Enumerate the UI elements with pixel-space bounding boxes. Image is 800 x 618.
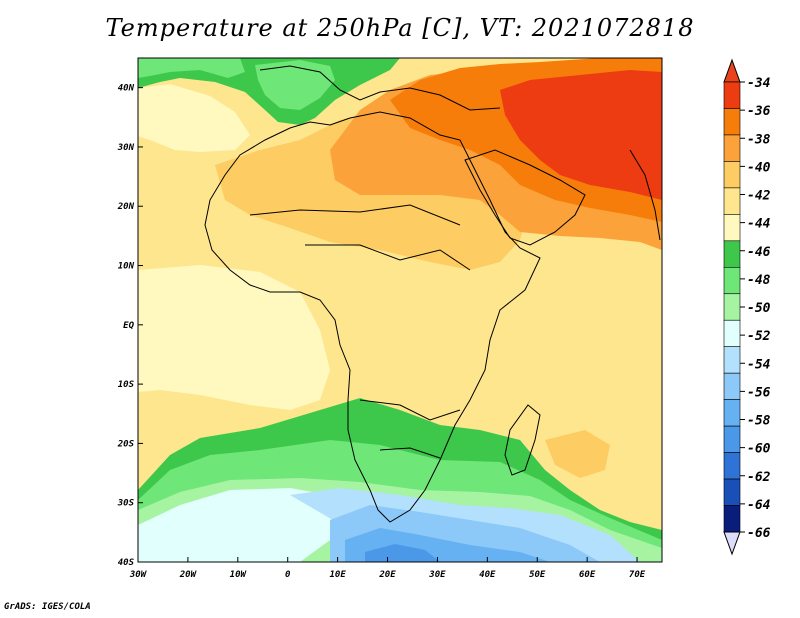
colorbar-swatch — [723, 81, 741, 109]
y-tick-label: 20S — [117, 439, 135, 449]
y-tick-label: EQ — [123, 321, 134, 331]
x-axis: 30W 20W 10W 0 10E 20E 30E 40E 50E 60E 70E — [129, 557, 646, 580]
colorbar-label: -38 — [747, 132, 771, 147]
colorbar-label: -52 — [747, 329, 771, 344]
field-band-minus-44-west — [138, 84, 250, 152]
colorbar-swatch — [723, 319, 741, 348]
y-axis: 40N 30N 20N 10N EQ 10S 20S 30S 40S — [117, 84, 143, 568]
field-band-minus-52 — [138, 488, 350, 562]
colorbar-swatch — [723, 478, 741, 506]
field-band-minus-60 — [365, 544, 440, 562]
coastlines — [204, 65, 661, 523]
field-band-minus-42-southeast — [545, 430, 610, 478]
colorbar-swatch — [723, 399, 741, 427]
colorbar-label: -58 — [747, 414, 771, 429]
y-tick-label: 40S — [118, 558, 135, 568]
central-border — [305, 244, 471, 271]
x-tick-label: 30E — [428, 570, 446, 580]
colorbar-label: -60 — [747, 442, 771, 457]
grads-credit: GrADS: IGES/COLA — [4, 602, 91, 612]
colorbar-label: -50 — [747, 301, 771, 316]
field-band-minus-48-north — [138, 58, 245, 78]
x-tick-label: 20E — [378, 570, 396, 580]
africa-coastline — [204, 111, 541, 523]
colorbar-swatch — [723, 293, 741, 321]
x-tick-label: 60E — [579, 570, 596, 580]
colorbar-swatch — [723, 240, 741, 268]
colorbar-label: -46 — [747, 245, 771, 260]
y-tick-label: 40N — [118, 84, 135, 94]
x-tick-label: 70E — [629, 570, 646, 580]
y-tick-label: 20N — [117, 202, 135, 212]
plot-frame — [137, 57, 663, 563]
y-tick-label: 30S — [117, 499, 135, 509]
colorbar-swatch — [723, 372, 741, 400]
colorbar-swatch — [723, 134, 741, 162]
colorbar-label: -48 — [747, 273, 771, 288]
colorbar-label: -44 — [747, 217, 771, 232]
colorbar-label: -62 — [747, 470, 771, 485]
x-tick-label: 40E — [479, 570, 496, 580]
colorbar-swatch — [723, 187, 741, 215]
field-band-minus-48-iberia — [255, 60, 335, 110]
map-title: Temperature at 250hPa [C], VT: 202107281… — [105, 14, 695, 42]
x-tick-label: 30W — [129, 570, 148, 580]
colorbar-label: -66 — [747, 526, 771, 541]
colorbar-bottom-arrow — [723, 531, 741, 556]
mediterranean-north-coast — [259, 65, 501, 111]
india-west-coast — [629, 149, 661, 241]
arabia-coastline — [464, 149, 586, 246]
colorbar-swatch — [723, 505, 741, 533]
colorbar-label: -36 — [747, 104, 771, 119]
x-tick-label: 20W — [179, 570, 198, 580]
x-tick-label: 10W — [230, 570, 248, 580]
madagascar-coastline — [504, 404, 541, 476]
x-tick-label: 0 — [285, 570, 291, 580]
colorbar-label: -40 — [747, 160, 771, 175]
y-tick-label: 10S — [118, 380, 135, 390]
colorbar-swatch — [723, 214, 741, 242]
colorbar-swatch — [723, 452, 741, 480]
southern-border — [359, 399, 461, 421]
colorbar-swatch — [723, 161, 741, 189]
colorbar-label: -42 — [747, 189, 771, 204]
colorbar-swatch — [723, 425, 741, 453]
colorbar-label: -56 — [747, 385, 771, 400]
south-africa-border — [379, 447, 441, 459]
colorbar-label: -34 — [747, 76, 771, 91]
sahel-border — [249, 204, 461, 226]
colorbar-swatch — [723, 108, 741, 136]
field-band-minus-44-tropics — [138, 265, 330, 410]
colorbar-top-arrow — [723, 58, 741, 83]
y-tick-label: 30N — [117, 143, 135, 153]
colorbar-swatch — [723, 266, 741, 295]
colorbar-label: -64 — [747, 498, 771, 513]
x-tick-label: 50E — [529, 570, 546, 580]
field-band-minus-36 — [500, 70, 662, 200]
colorbar: -34 -36 -38 -40 -42 -44 -46 -48 -50 -52 -54 -56 -58 -… — [723, 58, 771, 556]
y-tick-label: 10N — [118, 262, 135, 272]
colorbar-swatch — [723, 346, 741, 374]
colorbar-label: -54 — [747, 357, 771, 372]
x-tick-label: 10E — [329, 570, 346, 580]
temperature-field — [138, 58, 662, 562]
